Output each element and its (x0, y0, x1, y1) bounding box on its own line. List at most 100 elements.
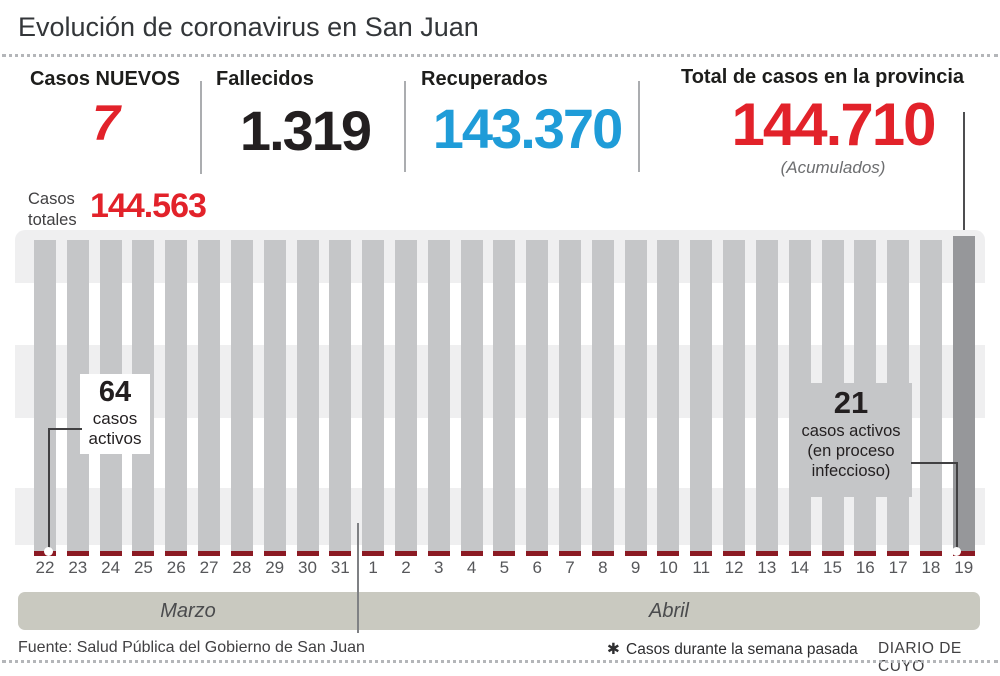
active-cases-marker (460, 551, 483, 556)
active-cases-marker (788, 551, 811, 556)
active-cases-marker (427, 551, 450, 556)
x-tick-label: 13 (757, 558, 777, 577)
total-leader-line (963, 112, 965, 239)
x-axis-labels: 22 23 24 25 26 27 28 29 30 31 1 2 3 4 5 6 7 8 9 10 11 12 13 14 1… (34, 558, 975, 578)
active-cases-marker (230, 551, 253, 556)
active-cases-start-annotation: 64 casos activos (80, 374, 150, 454)
active-cases-marker (952, 551, 975, 556)
x-tick-label: 28 (232, 558, 252, 577)
active-cases-start-value: 64 (98, 376, 132, 408)
active-cases-marker (723, 551, 746, 556)
x-tick-label: 18 (921, 558, 941, 577)
bar-chart-area (15, 230, 985, 556)
x-tick-label: 17 (888, 558, 908, 577)
active-cases-end-annotation: 21 casos activos (en proceso infeccioso) (790, 383, 912, 497)
header-dotted-divider (2, 54, 998, 57)
active-cases-marker (329, 551, 352, 556)
x-tick-label: 7 (565, 558, 575, 577)
deaths-value: 1.319 (239, 99, 372, 162)
active-end-leader-line (956, 462, 958, 551)
bar-day-19 (952, 236, 975, 556)
active-cases-marker (591, 551, 614, 556)
active-end-leader-line (911, 462, 957, 464)
bar-day-10 (657, 240, 680, 556)
bar-day-13 (755, 240, 778, 556)
active-cases-marker (854, 551, 877, 556)
bar-day-7 (559, 240, 581, 556)
bar-day-31 (329, 240, 352, 556)
bar-day-28 (230, 240, 253, 556)
bar-day-30 (296, 240, 319, 556)
deaths-label: Fallecidos (216, 68, 314, 90)
stat-divider (638, 81, 640, 172)
active-cases-start-text: activos (88, 429, 142, 449)
bar-day-26 (165, 240, 188, 556)
active-cases-marker (99, 551, 122, 556)
active-start-leader-dot (44, 547, 53, 556)
bar-day-2 (394, 240, 417, 556)
bar-day-5 (493, 240, 516, 556)
active-cases-marker (263, 551, 286, 556)
page-title: Evolución de coronavirus en San Juan (18, 12, 479, 42)
bar-day-4 (460, 240, 483, 556)
active-cases-marker (66, 551, 89, 556)
total-cases-value: 144.710 (731, 91, 937, 158)
x-tick-label: 6 (532, 558, 542, 577)
active-end-leader-dot (952, 547, 961, 556)
x-tick-label: 24 (101, 558, 121, 577)
bar-day-22 (34, 240, 56, 556)
stat-divider (404, 81, 406, 172)
bar-day-11 (690, 240, 713, 556)
bar-day-1 (362, 240, 385, 556)
active-cases-end-text: casos activos (801, 422, 901, 440)
bar-day-12 (723, 240, 746, 556)
totals-annotation-label: Casos totales (28, 190, 77, 229)
x-tick-label: 26 (166, 558, 186, 577)
x-tick-label: 19 (954, 558, 974, 577)
active-cases-start-text: casos (92, 409, 138, 428)
active-cases-marker (919, 551, 942, 556)
x-tick-label: 5 (499, 558, 510, 577)
x-tick-label: 12 (724, 558, 744, 577)
brand-name: DIARIO DE CUYO (878, 640, 962, 675)
source-text: Fuente: Salud Pública del Gobierno de Sa… (18, 639, 365, 656)
x-tick-label: 10 (658, 558, 678, 577)
bar-day-29 (263, 240, 286, 556)
bars-row (34, 230, 975, 556)
x-tick-label: 3 (434, 558, 444, 577)
month-label-abril: Abril (648, 599, 689, 622)
stat-divider (200, 81, 202, 174)
active-cases-marker (394, 551, 417, 556)
total-cases-note: (Acumulados) (780, 158, 886, 177)
active-cases-marker (296, 551, 319, 556)
active-start-leader-line (48, 428, 82, 430)
active-cases-marker (362, 551, 385, 556)
active-cases-end-text: infeccioso) (811, 462, 891, 481)
month-divider-line (357, 523, 359, 633)
active-cases-marker (198, 551, 221, 556)
active-cases-marker (690, 551, 713, 556)
x-tick-label: 22 (35, 558, 55, 577)
totals-annotation-value: 144.563 (90, 187, 207, 225)
month-band (18, 592, 980, 630)
month-label-marzo: Marzo (160, 599, 216, 622)
x-tick-label: 25 (133, 558, 153, 577)
active-cases-marker (526, 551, 549, 556)
bar-day-8 (591, 240, 614, 556)
recovered-value: 143.370 (432, 97, 623, 160)
x-tick-label: 27 (199, 558, 219, 577)
x-tick-label: 2 (401, 558, 411, 577)
asterisk-icon: ✱ (607, 641, 620, 658)
x-tick-label: 4 (466, 558, 477, 577)
bar-day-3 (427, 240, 450, 556)
x-tick-label: 15 (823, 558, 842, 577)
active-cases-marker (755, 551, 778, 556)
x-tick-label: 1 (368, 558, 378, 577)
active-cases-marker (132, 551, 155, 556)
active-cases-marker (657, 551, 680, 556)
bar-day-27 (198, 240, 221, 556)
active-cases-end-text: (en proceso (807, 442, 895, 461)
active-cases-marker (559, 551, 581, 556)
recovered-label: Recuperados (421, 68, 548, 90)
footnote-text: Casos durante la semana pasada (626, 641, 858, 658)
